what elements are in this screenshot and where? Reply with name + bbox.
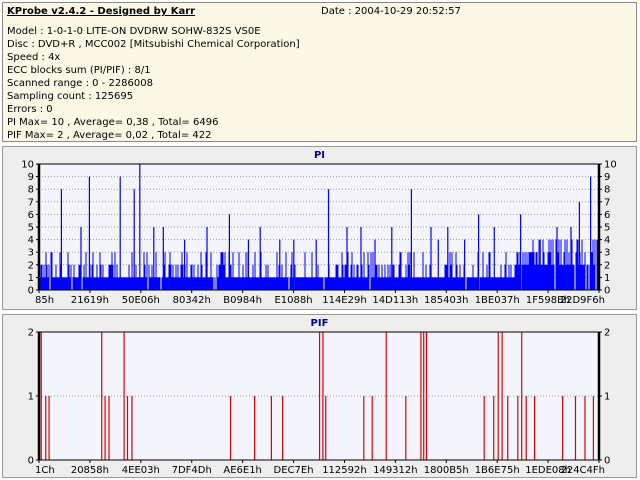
y-tick-label-right: 1 bbox=[604, 392, 610, 403]
x-tick-label: DEC7Eh bbox=[274, 465, 314, 476]
ecc-line: ECC blocks sum (PI/PIF) : 8/1 bbox=[7, 65, 151, 76]
pif-summary-line: PIF Max= 2 , Average= 0,02 , Total= 422 bbox=[7, 130, 212, 141]
x-tick-label: AE6E1h bbox=[223, 465, 262, 476]
y-tick-label: 9 bbox=[28, 172, 34, 183]
scanned-range-line: Scanned range : 0 - 2286008 bbox=[7, 78, 153, 89]
y-tick-label-right: 2 bbox=[604, 328, 610, 339]
x-tick-label: 20858h bbox=[71, 465, 109, 476]
y-tick-label-right: 5 bbox=[604, 223, 610, 234]
y-tick-label: 1 bbox=[28, 392, 34, 403]
model-line: Model : 1-0-1-0 LITE-ON DVDRW SOHW-832S … bbox=[7, 26, 261, 37]
x-tick-label: 1800B5h bbox=[424, 465, 469, 476]
x-tick-label: B0984h bbox=[223, 295, 262, 306]
x-tick-label: 14D113h bbox=[372, 295, 418, 306]
y-tick-label-right: 8 bbox=[604, 185, 610, 196]
scan-date: Date : 2004-10-29 20:52:57 bbox=[321, 6, 461, 17]
y-tick-label: 10 bbox=[21, 160, 34, 171]
pi-chart-title: PI bbox=[313, 150, 326, 161]
y-tick-label-right: 7 bbox=[604, 197, 610, 208]
x-tick-label: 50E06h bbox=[122, 295, 160, 306]
y-tick-label-right: 6 bbox=[604, 210, 610, 221]
y-tick-label: 0 bbox=[28, 456, 34, 467]
pif-chart: 0 0 1 1 2 2 1Ch 20858h 4EE03h 7DF4Dh AE6E1h DEC7Eh 1… bbox=[28, 328, 611, 477]
speed-line: Speed : 4x bbox=[7, 52, 61, 63]
x-tick-label: 149312h bbox=[373, 465, 418, 476]
pi-summary-line: PI Max= 10 , Average= 0,38 , Total= 6496 bbox=[7, 117, 219, 128]
x-tick-label: 114E29h bbox=[322, 295, 366, 306]
x-tick-label: 112592h bbox=[322, 465, 367, 476]
y-tick-label-right: 1 bbox=[604, 273, 610, 284]
x-tick-label: 4EE03h bbox=[122, 465, 160, 476]
x-tick-label: 7DF4Dh bbox=[172, 465, 212, 476]
y-tick-label: 2 bbox=[28, 328, 34, 339]
x-tick-label: 1B6E75h bbox=[475, 465, 520, 476]
pif-chart-title: PIF bbox=[310, 318, 329, 329]
x-tick-label: 80342h bbox=[173, 295, 211, 306]
x-tick-label: 1BE037h bbox=[475, 295, 520, 306]
y-tick-label-right: 0 bbox=[604, 456, 610, 467]
pif-chart-panel: PIF 0 0 1 1 2 2 1Ch 20858h 4EE03h 7DF4Dh AE6E1h DEC… bbox=[2, 314, 637, 478]
y-tick-label: 2 bbox=[28, 260, 34, 271]
x-tick-label: 22D9F6h bbox=[560, 295, 605, 306]
info-panel: KProbe v2.4.2 - Designed by Karr Date : … bbox=[2, 2, 637, 142]
x-tick-label: 1EDE08h bbox=[525, 465, 571, 476]
y-tick-label-right: 0 bbox=[604, 286, 610, 297]
app-title: KProbe v2.4.2 - Designed by Karr bbox=[7, 6, 196, 17]
x-tick-label: 85h bbox=[35, 295, 54, 306]
y-tick-label-right: 2 bbox=[604, 260, 610, 271]
y-tick-label: 4 bbox=[28, 235, 34, 246]
x-tick-label: 185403h bbox=[424, 295, 469, 306]
y-tick-label: 8 bbox=[28, 185, 34, 196]
pi-chart-panel: PI 0 0 1 1 2 2 3 3 4 4 5 5 6 6 7 7 8 8 9 9 10 10 85h 21619h 50E0… bbox=[2, 146, 637, 310]
disc-line: Disc : DVD+R , MCC002 [Mitsubishi Chemic… bbox=[7, 39, 300, 50]
y-tick-label-right: 9 bbox=[604, 172, 610, 183]
x-tick-label: E1088h bbox=[274, 295, 312, 306]
y-tick-label: 6 bbox=[28, 210, 34, 221]
x-tick-label: 1Ch bbox=[35, 465, 55, 476]
x-tick-label: 21619h bbox=[71, 295, 109, 306]
y-tick-label: 7 bbox=[28, 197, 34, 208]
y-tick-label-right: 10 bbox=[604, 160, 617, 171]
y-tick-label-right: 4 bbox=[604, 235, 610, 246]
errors-line: Errors : 0 bbox=[7, 104, 53, 115]
sampling-count-line: Sampling count : 125695 bbox=[7, 91, 134, 102]
x-tick-label: 1F598Bh bbox=[526, 295, 570, 306]
y-tick-label: 0 bbox=[28, 286, 34, 297]
y-tick-label: 3 bbox=[28, 248, 34, 259]
y-tick-label-right: 3 bbox=[604, 248, 610, 259]
x-tick-label: 224C4Fh bbox=[560, 465, 605, 476]
y-tick-label: 5 bbox=[28, 223, 34, 234]
y-tick-label: 1 bbox=[28, 273, 34, 284]
